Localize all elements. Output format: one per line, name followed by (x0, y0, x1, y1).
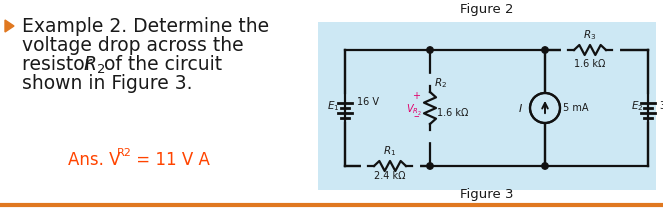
Text: 32 V: 32 V (660, 101, 663, 111)
Text: Example 2. Determine the: Example 2. Determine the (22, 17, 269, 36)
Polygon shape (5, 20, 14, 32)
Circle shape (542, 47, 548, 53)
Text: shown in Figure 3.: shown in Figure 3. (22, 74, 192, 93)
Text: –: – (413, 111, 419, 121)
Text: 1.6 kΩ: 1.6 kΩ (437, 108, 468, 118)
Text: voltage drop across the: voltage drop across the (22, 36, 243, 55)
Text: 5 mA: 5 mA (563, 103, 589, 113)
Text: R2: R2 (117, 148, 132, 158)
Text: 16 V: 16 V (357, 97, 379, 107)
Text: = 11 V A: = 11 V A (131, 151, 210, 169)
Text: Figure 3: Figure 3 (460, 188, 514, 201)
Text: $V_{R_2}$: $V_{R_2}$ (406, 103, 422, 118)
Text: $E_2$: $E_2$ (631, 99, 643, 113)
Text: 2.4 kΩ: 2.4 kΩ (374, 171, 406, 181)
Text: Figure 2: Figure 2 (460, 3, 514, 16)
Text: $R_2$: $R_2$ (434, 76, 447, 90)
Text: $E_1$: $E_1$ (328, 99, 340, 113)
Text: 1.6 kΩ: 1.6 kΩ (574, 59, 606, 69)
Circle shape (427, 163, 433, 169)
Text: $R_2$: $R_2$ (83, 55, 105, 76)
Text: Ans. V: Ans. V (68, 151, 121, 169)
Text: +: + (412, 91, 420, 101)
Bar (318, 22, 656, 190)
Text: $R_3$: $R_3$ (583, 28, 597, 42)
Text: of the circuit: of the circuit (98, 55, 222, 74)
Circle shape (542, 163, 548, 169)
Text: resistor: resistor (22, 55, 99, 74)
Circle shape (530, 94, 560, 123)
Text: $I$: $I$ (518, 102, 523, 114)
Circle shape (427, 47, 433, 53)
Text: $R_1$: $R_1$ (383, 144, 396, 158)
